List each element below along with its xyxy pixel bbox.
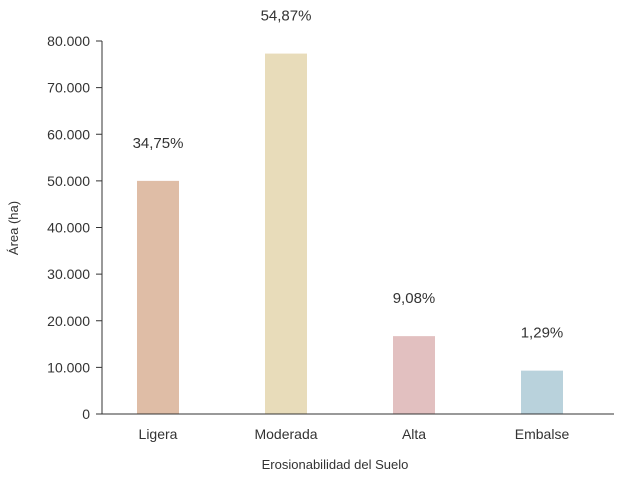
data-labels: 34,75% 54,87% 9,08% 1,29% <box>133 8 564 342</box>
bar-ligera <box>137 180 179 414</box>
data-label: 1,29% <box>521 325 564 342</box>
data-label: 34,75% <box>133 135 184 152</box>
y-tick-label: 50.000 <box>47 173 90 189</box>
y-tick-label: 30.000 <box>47 266 90 282</box>
x-tick-label: Ligera <box>139 426 178 442</box>
y-tick-label: 60.000 <box>47 126 90 142</box>
y-tick-label: 70.000 <box>47 80 90 96</box>
y-axis-ticks: 0 10.000 20.000 30.000 40.000 50.000 60.000 70.… <box>47 33 102 422</box>
data-label: 9,08% <box>393 290 436 307</box>
y-tick-label: 40.000 <box>47 220 90 236</box>
bar-alta <box>393 336 435 414</box>
x-axis-tick-labels: Ligera Moderada Alta Embalse <box>139 426 570 442</box>
x-tick-label: Alta <box>402 426 426 442</box>
x-tick-label: Embalse <box>515 426 570 442</box>
y-tick-label: 20.000 <box>47 313 90 329</box>
x-axis-title: Erosionabilidad del Suelo <box>262 457 409 472</box>
bars <box>137 53 563 415</box>
data-label: 54,87% <box>261 8 312 25</box>
y-axis-title: Área (ha) <box>6 201 21 255</box>
y-tick-label: 10.000 <box>47 359 90 375</box>
bar-embalse <box>521 370 563 414</box>
y-tick-label: 0 <box>82 406 90 422</box>
x-tick-label: Moderada <box>254 426 317 442</box>
bar-moderada <box>265 53 307 415</box>
y-tick-label: 80.000 <box>47 33 90 49</box>
